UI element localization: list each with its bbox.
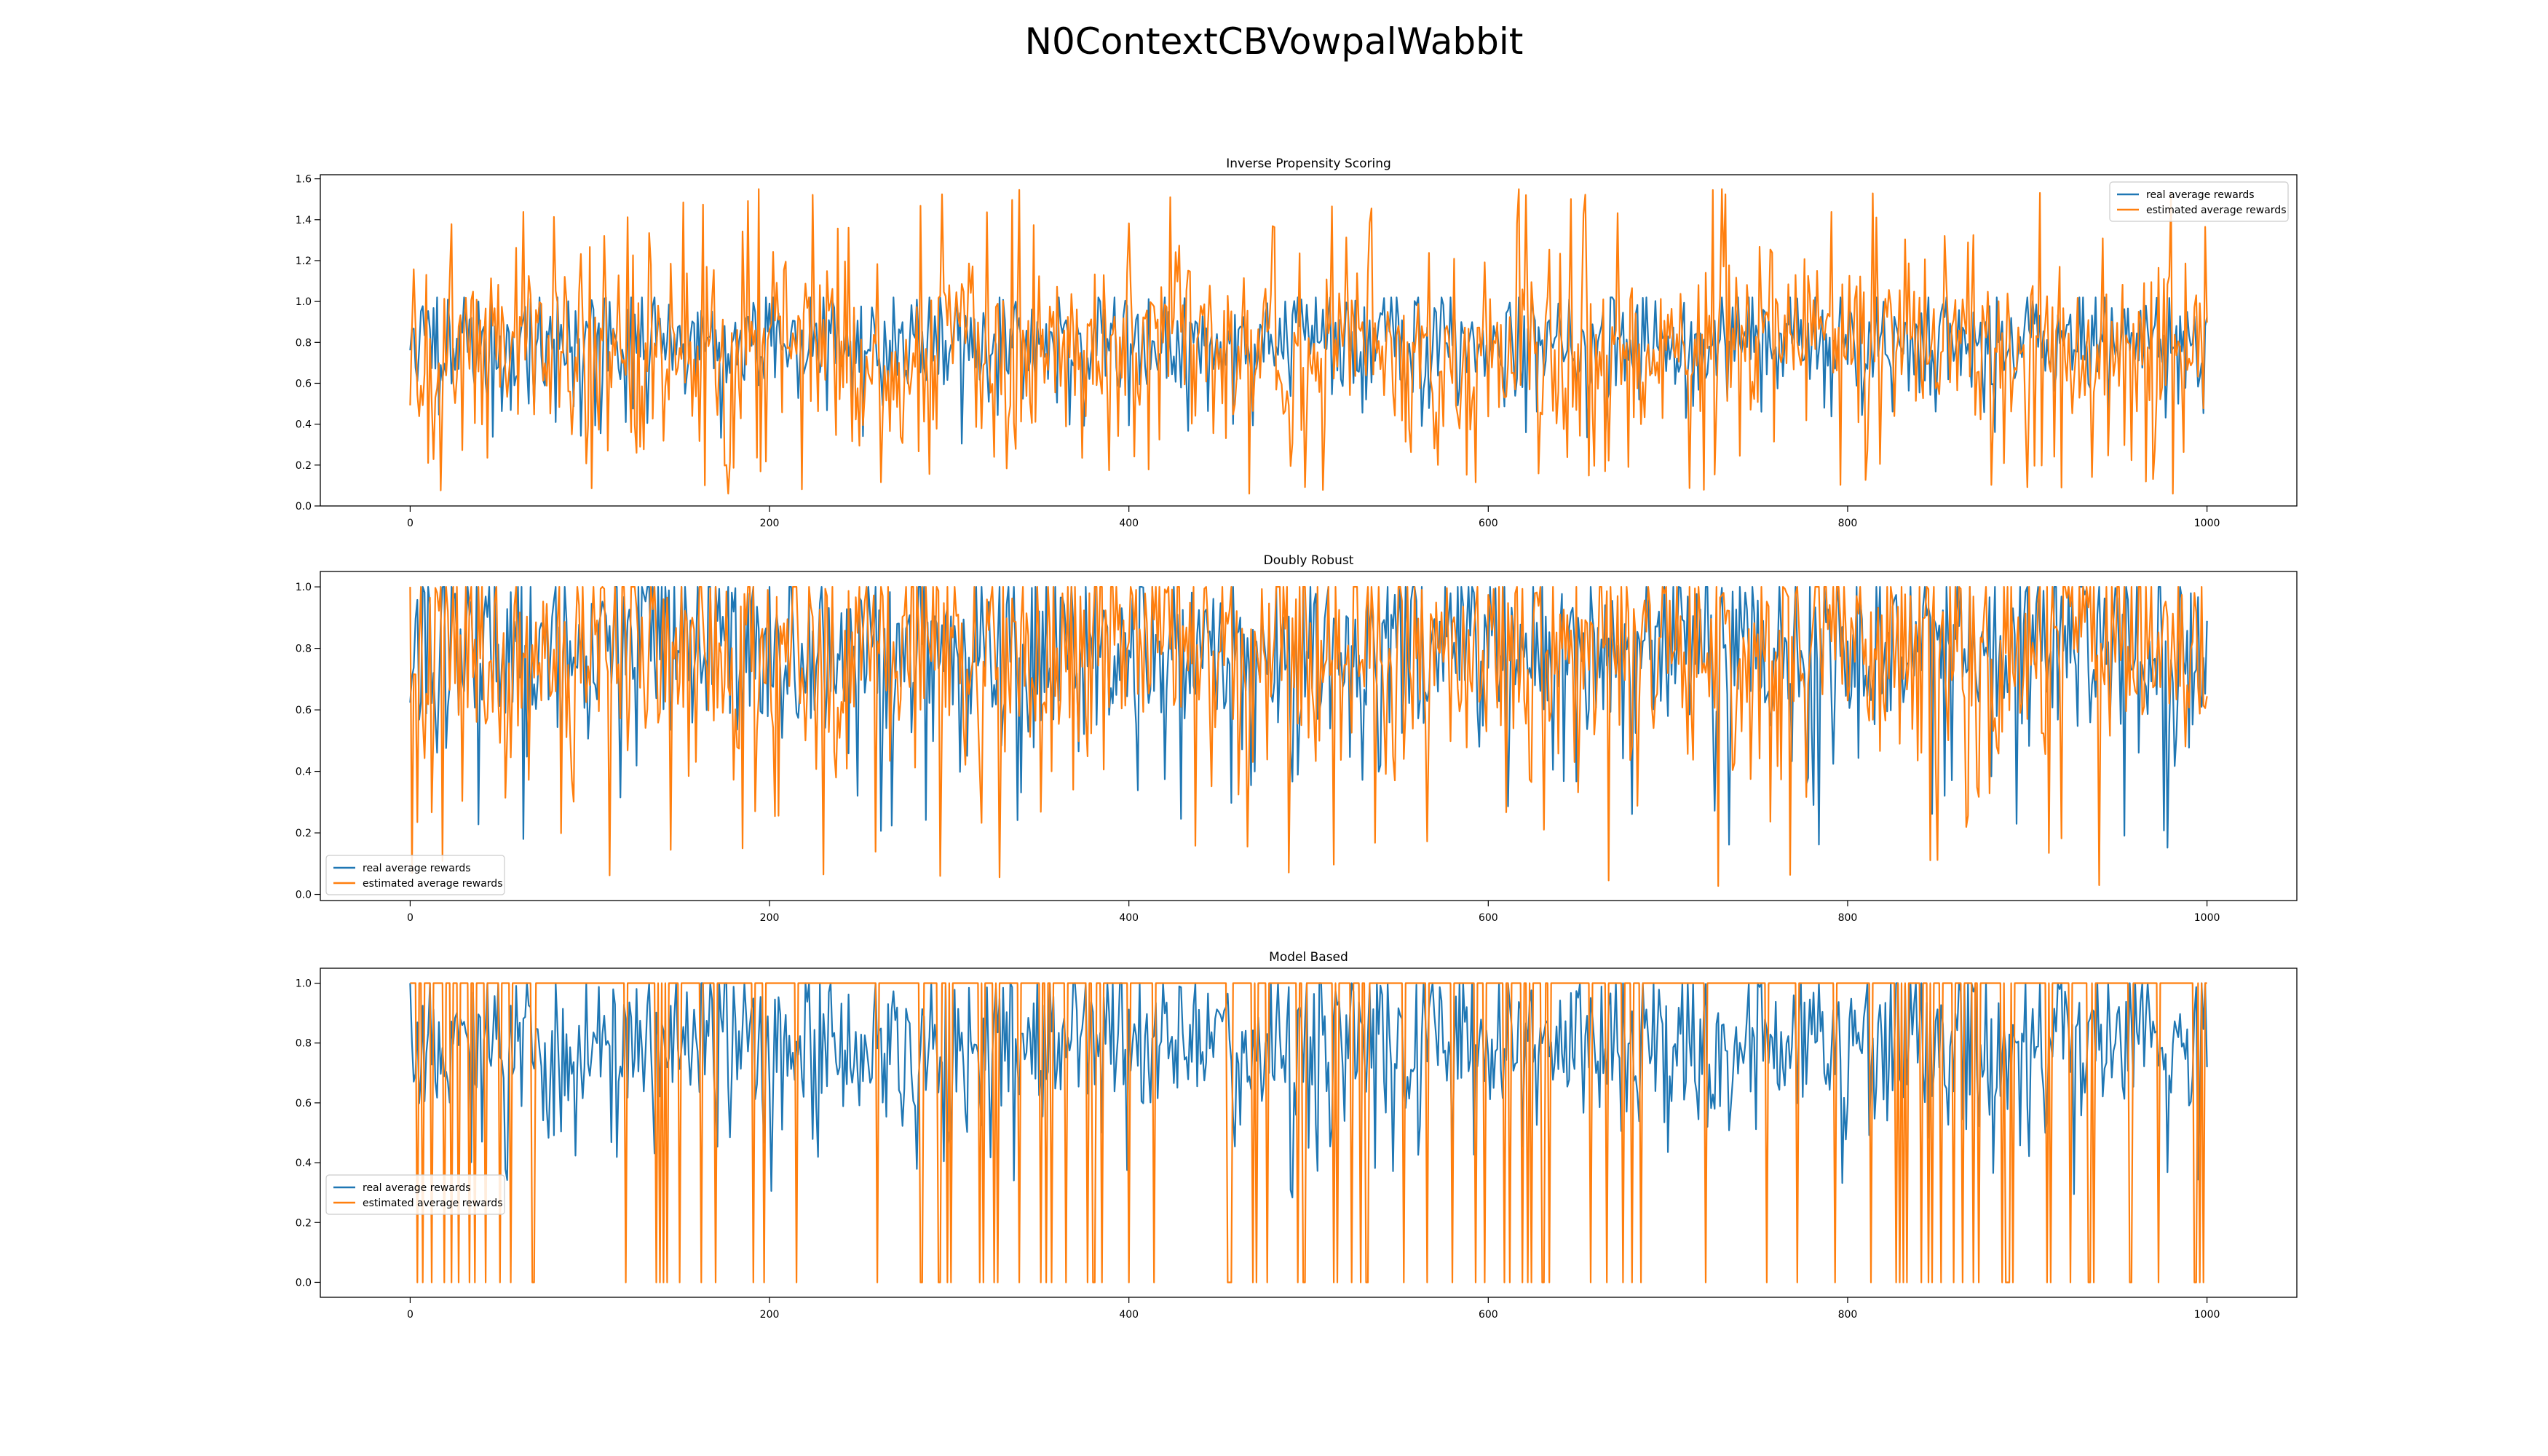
y-tick-label: 0.4 — [296, 1158, 312, 1169]
y-tick-label: 0.0 — [296, 890, 312, 901]
series-line-estimated — [409, 188, 2208, 495]
y-tick-label: 1.4 — [296, 215, 312, 226]
legend-label: estimated average rewards — [2146, 205, 2287, 216]
x-tick-label: 0 — [407, 1309, 414, 1321]
legend-label: real average rewards — [363, 863, 471, 874]
y-tick-label: 1.2 — [296, 256, 312, 267]
x-tick-label: 0 — [407, 912, 414, 924]
x-tick-label: 600 — [1479, 1309, 1498, 1321]
series-line-real — [409, 586, 2208, 849]
y-tick-label: 1.6 — [296, 174, 312, 186]
x-tick-label: 400 — [1119, 518, 1139, 529]
y-tick-label: 0.8 — [296, 337, 312, 349]
y-tick-label: 0.0 — [296, 1277, 312, 1289]
x-tick-label: 400 — [1119, 912, 1139, 924]
figure-title: N0ContextCBVowpalWabbit — [1024, 20, 1524, 63]
series-group — [409, 982, 2208, 1283]
subplot-1: Inverse Propensity Scoring 0 200 400 600 800 1… — [296, 157, 2298, 529]
x-tick-label: 800 — [1838, 912, 1858, 924]
legend-box — [2109, 181, 2289, 222]
series-line-estimated — [410, 982, 2207, 1283]
x-tick-label: 200 — [760, 1309, 780, 1321]
x-tick-label: 200 — [760, 518, 780, 529]
legend-label: real average rewards — [2146, 189, 2255, 201]
x-tick-label: 1000 — [2194, 912, 2220, 924]
series-group — [409, 586, 2208, 887]
y-tick-label: 1.0 — [296, 296, 312, 308]
y-tick-label: 0.2 — [296, 460, 312, 472]
legend-box — [325, 1174, 505, 1215]
x-tick-label: 0 — [407, 518, 414, 529]
legend: real average rewards estimated average re… — [325, 855, 505, 895]
legend: real average rewards estimated average re… — [325, 1174, 505, 1215]
y-tick-label: 1.0 — [296, 978, 312, 990]
axes-frame — [320, 968, 2298, 1298]
series-group — [409, 188, 2208, 495]
legend-label: real average rewards — [363, 1182, 471, 1194]
y-tick-label: 0.2 — [296, 1217, 312, 1229]
axes-frame — [320, 174, 2298, 507]
x-tick-label: 600 — [1479, 518, 1498, 529]
legend-box — [325, 855, 505, 895]
legend: real average rewards estimated average re… — [2109, 181, 2289, 222]
subplot-title: Model Based — [1269, 950, 1348, 965]
x-tick-label: 200 — [760, 912, 780, 924]
y-tick-label: 0.0 — [296, 501, 312, 513]
x-tick-label: 1000 — [2194, 518, 2220, 529]
x-tick-label: 1000 — [2194, 1309, 2220, 1321]
x-tick-label: 800 — [1838, 518, 1858, 529]
legend-label: estimated average rewards — [363, 878, 503, 890]
y-tick-label: 0.2 — [296, 828, 312, 839]
subplots: Inverse Propensity Scoring 0 200 400 600 800 1… — [296, 157, 2298, 1321]
y-tick-label: 1.0 — [296, 582, 312, 593]
y-tick-label: 0.8 — [296, 1038, 312, 1050]
subplot-3: Model Based 0 200 400 600 800 1000 0.0 0.2 0.4 0.6… — [296, 950, 2298, 1321]
subplot-title: Inverse Propensity Scoring — [1226, 157, 1391, 171]
y-tick-label: 0.6 — [296, 705, 312, 716]
subplot-title: Doubly Robust — [1264, 553, 1354, 568]
y-tick-label: 0.4 — [296, 767, 312, 778]
x-tick-label: 600 — [1479, 912, 1498, 924]
x-tick-label: 400 — [1119, 1309, 1139, 1321]
axes-frame — [320, 571, 2298, 901]
x-tick-label: 800 — [1838, 1309, 1858, 1321]
y-tick-label: 0.6 — [296, 1098, 312, 1109]
y-tick-label: 0.6 — [296, 378, 312, 389]
y-tick-label: 0.4 — [296, 419, 312, 431]
y-tick-label: 0.8 — [296, 644, 312, 655]
subplot-2: Doubly Robust 0 200 400 600 800 1000 0.0 0.2 0.4 0… — [296, 553, 2298, 924]
legend-label: estimated average rewards — [363, 1198, 503, 1209]
series-line-estimated — [409, 586, 2208, 887]
